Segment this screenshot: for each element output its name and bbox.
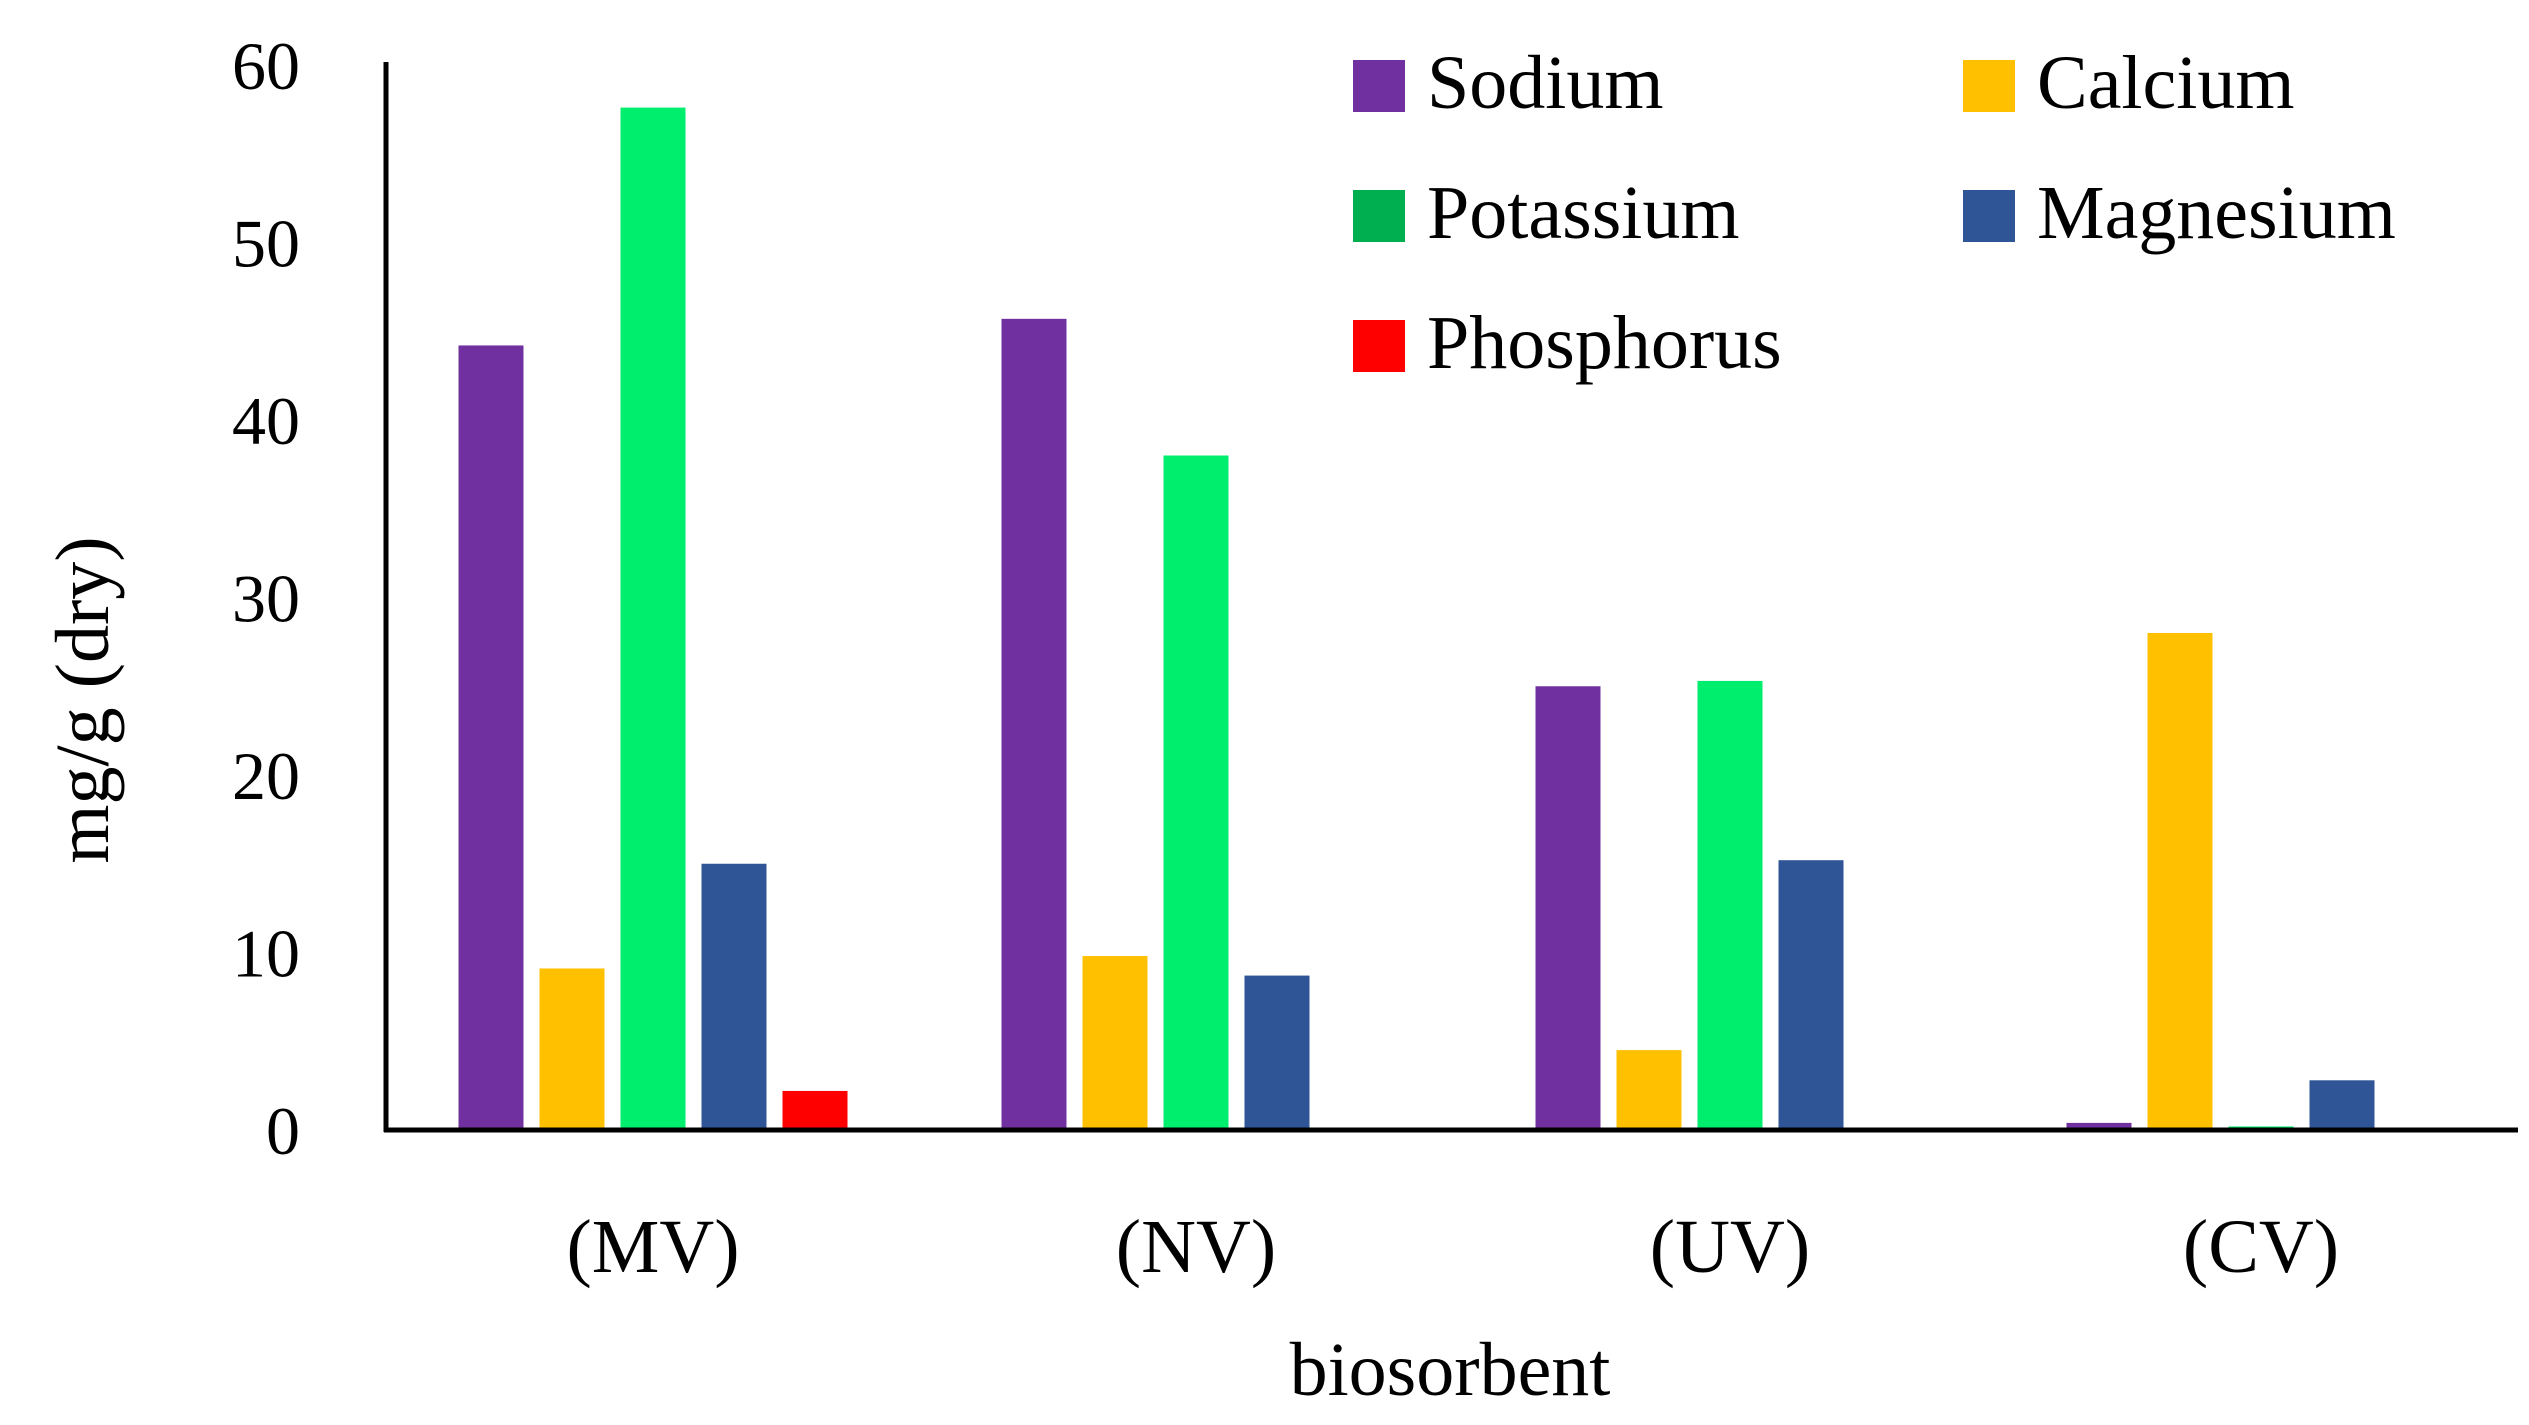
y-axis-label: mg/g (dry) xyxy=(41,536,125,863)
bar-calcium-3 xyxy=(2147,633,2213,1130)
y-tick-label: 50 xyxy=(232,206,300,282)
x-axis-label: biosorbent xyxy=(1290,1328,1611,1412)
bar-magnesium-1 xyxy=(1244,975,1310,1130)
y-tick-label: 40 xyxy=(232,383,300,459)
legend-swatch-potassium xyxy=(1353,190,1405,242)
x-tick-label: (NV) xyxy=(1116,1205,1276,1289)
legend-swatch-sodium xyxy=(1353,60,1405,112)
bar-calcium-1 xyxy=(1082,956,1148,1130)
bar-magnesium-3 xyxy=(2309,1080,2375,1130)
bar-sodium-3 xyxy=(2066,1122,2132,1130)
y-tick-label: 10 xyxy=(232,916,300,992)
bar-potassium-0 xyxy=(620,107,686,1131)
legend-label-sodium: Sodium xyxy=(1427,41,1664,125)
y-tick-label: 60 xyxy=(232,28,300,104)
bar-sodium-0 xyxy=(458,345,524,1130)
bar-sodium-1 xyxy=(1001,318,1067,1130)
legend-label-calcium: Calcium xyxy=(2037,41,2295,125)
bar-potassium-1 xyxy=(1163,455,1229,1130)
y-tick-label: 20 xyxy=(232,738,300,814)
bars-layer xyxy=(458,107,2375,1131)
x-tick-label: (CV) xyxy=(2183,1205,2339,1289)
legend-label-potassium: Potassium xyxy=(1427,171,1740,255)
y-tick-label: 0 xyxy=(266,1093,300,1169)
bar-phosphorus-0 xyxy=(782,1090,848,1130)
legend-label-magnesium: Magnesium xyxy=(2037,171,2396,255)
y-tick-labels: 0 10 20 30 40 50 60 xyxy=(232,28,300,1169)
bar-calcium-2 xyxy=(1616,1050,1682,1130)
legend-swatch-phosphorus xyxy=(1353,320,1405,372)
x-tick-label: (MV) xyxy=(566,1205,739,1289)
x-tick-label: (UV) xyxy=(1650,1205,1810,1289)
legend-label-phosphorus: Phosphorus xyxy=(1427,301,1782,385)
y-tick-label: 30 xyxy=(232,561,300,637)
bar-calcium-0 xyxy=(539,968,605,1130)
legend-swatch-magnesium xyxy=(1963,190,2015,242)
legend: Sodium Calcium Potassium Magnesium Phosphoru… xyxy=(1353,41,2396,385)
bar-sodium-2 xyxy=(1535,686,1601,1130)
bar-magnesium-2 xyxy=(1778,860,1844,1130)
legend-swatch-calcium xyxy=(1963,60,2015,112)
bar-magnesium-0 xyxy=(701,863,767,1130)
x-tick-labels: (MV) (NV) (UV) (CV) xyxy=(566,1205,2339,1289)
bar-potassium-2 xyxy=(1697,680,1763,1130)
